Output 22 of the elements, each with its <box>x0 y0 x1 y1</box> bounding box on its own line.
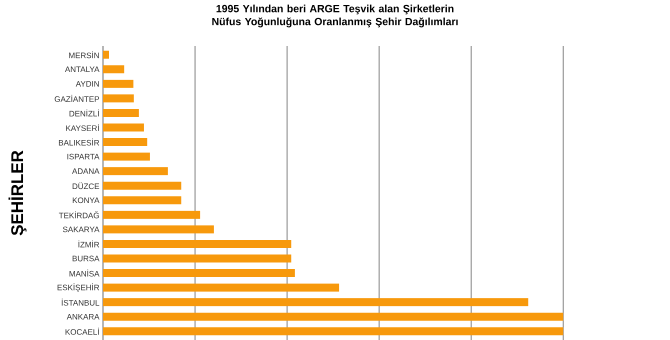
bar <box>103 196 182 204</box>
bar <box>103 138 148 146</box>
bar <box>103 210 200 219</box>
bar <box>103 80 134 88</box>
y-axis-title: ŞEHİRLER <box>8 150 27 236</box>
bar <box>103 50 109 59</box>
bar <box>103 152 150 161</box>
bar <box>103 312 564 321</box>
bar <box>103 124 144 132</box>
bar <box>103 167 168 176</box>
bar <box>103 225 214 234</box>
bar <box>103 327 564 336</box>
bar <box>103 269 295 278</box>
bar <box>103 182 182 190</box>
bar <box>103 254 292 262</box>
bar <box>103 298 528 306</box>
bar <box>103 108 139 117</box>
bar <box>103 240 292 248</box>
chart-title: 1995 Yılından beri ARGE Teşvik alan Şirketlerin Nüfus Yoğunluğuna Oranlanmış Şehir Dağılımları <box>212 4 458 28</box>
bar <box>103 284 340 292</box>
bar <box>103 65 124 74</box>
bar <box>103 94 134 102</box>
